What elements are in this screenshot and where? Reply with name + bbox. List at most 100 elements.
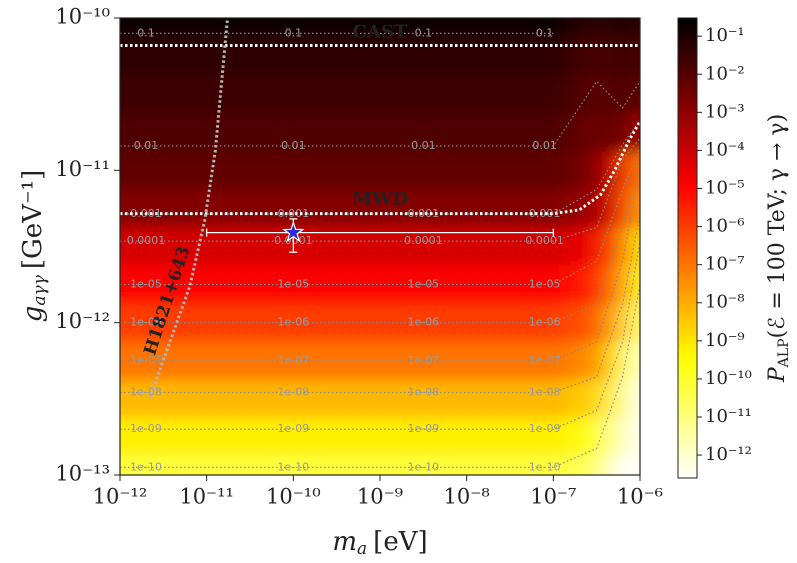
- heat-cell: [380, 113, 511, 152]
- colorbar-tick-label: 10⁻⁹: [705, 330, 745, 351]
- contour-label: 1e-06: [277, 316, 309, 329]
- heatmap: [120, 18, 640, 475]
- heat-cell: [206, 18, 381, 38]
- x-tick-label: 10⁻⁸: [444, 485, 490, 509]
- heat-cell: [609, 189, 632, 229]
- heat-cell: [609, 417, 632, 457]
- heat-cell: [631, 227, 640, 267]
- colorbar-tick-label: 10⁻²: [705, 63, 745, 84]
- y-tick-label: 10⁻¹²: [55, 309, 110, 333]
- heat-cell: [631, 379, 640, 419]
- heat-cell: [631, 417, 640, 457]
- heat-cell: [380, 151, 511, 190]
- contour-label: 0.001: [408, 207, 440, 220]
- heat-cell: [510, 18, 576, 38]
- heat-cell: [574, 379, 611, 419]
- heat-cell: [609, 341, 632, 381]
- heat-cell: [380, 189, 511, 229]
- contour-label: 0.01: [411, 139, 436, 152]
- heat-cell: [206, 417, 381, 457]
- heat-cell: [120, 417, 208, 457]
- contour-line: [120, 148, 640, 286]
- heat-cell: [120, 227, 208, 267]
- heat-cell: [510, 379, 576, 419]
- heat-cell: [206, 379, 381, 419]
- x-axis-label: ma [eV]: [332, 527, 427, 559]
- heat-cell: [120, 18, 208, 38]
- colorbar-tick-label: 10⁻¹⁰: [705, 368, 752, 389]
- contour-label: 0.0001: [127, 234, 166, 247]
- heat-cell: [510, 455, 576, 475]
- colorbar-tick-label: 10⁻⁸: [705, 292, 745, 313]
- heat-cell: [574, 37, 611, 76]
- heat-cell: [631, 189, 640, 229]
- heat-cell: [206, 455, 381, 475]
- heat-cell: [206, 151, 381, 190]
- contour-label: 0.001: [278, 207, 310, 220]
- heat-cell: [510, 189, 576, 229]
- contour-label: 1e-07: [130, 354, 162, 367]
- heat-cell: [206, 37, 381, 76]
- x-tick-label: 10⁻⁶: [617, 485, 663, 509]
- contour-line: [120, 213, 640, 394]
- heat-cell: [510, 151, 576, 190]
- contour-label: 1e-07: [277, 354, 309, 367]
- contour-line: [120, 120, 640, 215]
- x-tick-label: 10⁻⁷: [530, 485, 576, 509]
- contour-label: 1e-07: [407, 354, 439, 367]
- heat-cell: [510, 227, 576, 267]
- heat-cell: [631, 303, 640, 343]
- heat-cell: [609, 18, 632, 38]
- heat-cell: [510, 75, 576, 114]
- heat-cell: [206, 265, 381, 305]
- contour-label: 0.0001: [404, 234, 443, 247]
- contour-label: 1e-09: [277, 422, 309, 435]
- limit-line: [148, 18, 230, 399]
- heat-cell: [631, 265, 640, 305]
- heat-cell: [574, 455, 611, 475]
- contour-label: 1e-10: [407, 460, 439, 473]
- heat-cell: [631, 455, 640, 475]
- contour-label: 0.1: [137, 26, 155, 39]
- y-tick-label: 10⁻¹¹: [55, 157, 110, 181]
- heat-cell: [631, 18, 640, 38]
- heat-cell: [120, 455, 208, 475]
- heat-cell: [206, 75, 381, 114]
- heat-cell: [609, 37, 632, 76]
- contour-label: 1e-05: [407, 278, 439, 291]
- contour-label: 0.1: [285, 26, 303, 39]
- heat-cell: [380, 379, 511, 419]
- colorbar-tick-label: 10⁻⁷: [705, 254, 745, 275]
- limit-line: [120, 120, 640, 216]
- heat-cell: [120, 37, 208, 76]
- heat-cell: [380, 37, 511, 76]
- contour-label: 1e-10: [529, 460, 561, 473]
- heat-cell: [609, 455, 632, 475]
- heat-cell: [574, 18, 611, 38]
- heat-cell: [120, 379, 208, 419]
- heat-cell: [574, 341, 611, 381]
- contour-line: [120, 168, 640, 362]
- heat-cell: [206, 341, 381, 381]
- heat-cell: [120, 189, 208, 229]
- heat-cell: [609, 75, 632, 114]
- contour-label: 0.01: [532, 139, 557, 152]
- contour-label: 0.01: [134, 139, 159, 152]
- x-tick-label: 10⁻¹⁰: [266, 485, 321, 509]
- heat-cell: [631, 151, 640, 190]
- heat-cell: [609, 379, 632, 419]
- heat-cell: [380, 75, 511, 114]
- colorbar-tick-label: 10⁻¹¹: [705, 406, 752, 427]
- heat-cell: [206, 303, 381, 343]
- contour-label: 1e-08: [277, 386, 309, 399]
- heat-cell: [574, 227, 611, 267]
- contour-line: [120, 284, 640, 468]
- data-point: [282, 220, 305, 243]
- heat-cell: [609, 303, 632, 343]
- heat-cell: [631, 113, 640, 152]
- contour-label: 0.1: [415, 26, 433, 39]
- contour-label: 1e-06: [529, 316, 561, 329]
- heat-cell: [574, 151, 611, 190]
- contour-label: 1e-09: [529, 422, 561, 435]
